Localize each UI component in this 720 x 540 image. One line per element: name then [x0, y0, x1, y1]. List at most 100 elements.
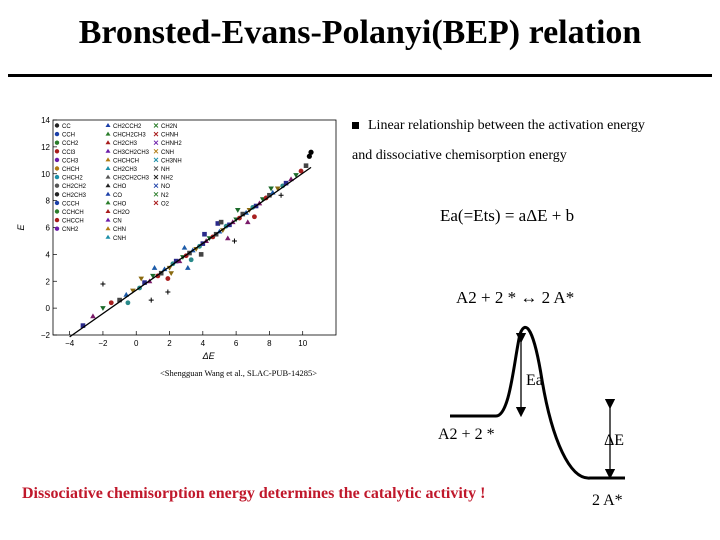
- legend-marker: [105, 123, 111, 127]
- legend-marker: [54, 183, 60, 188]
- legend-marker: [105, 148, 111, 153]
- legend-marker: [54, 209, 60, 214]
- legend-entry: CH2CH2: [62, 184, 87, 190]
- data-point: [283, 180, 289, 186]
- data-point: [303, 163, 309, 168]
- bullet-text-1: Linear relationship between the activati…: [368, 118, 645, 133]
- legend-marker: [54, 166, 60, 171]
- legend-entry: CCH3: [62, 158, 79, 164]
- data-point: [267, 192, 272, 198]
- x-tick-label: −4: [65, 339, 75, 348]
- data-point: [80, 323, 86, 328]
- legend-entry: CHO: [113, 201, 127, 207]
- data-point: [125, 300, 131, 306]
- legend-entry: CH2CCH2: [113, 124, 142, 130]
- legend-entry: CHN: [113, 227, 126, 233]
- data-point: [293, 173, 299, 178]
- legend-marker: [153, 200, 159, 206]
- legend-marker: [153, 174, 159, 180]
- legend-marker: [105, 131, 111, 136]
- data-point: [108, 300, 114, 306]
- data-point: [240, 211, 246, 217]
- data-point: [308, 149, 314, 155]
- legend-marker: [153, 140, 159, 146]
- data-point: [185, 265, 191, 270]
- legend-marker: [54, 200, 60, 206]
- data-point: [173, 258, 179, 264]
- legend-entry: CH2CH2CH3: [113, 176, 150, 182]
- y-tick-label: 0: [46, 304, 51, 313]
- data-point: [198, 252, 204, 257]
- legend-marker: [153, 183, 159, 189]
- data-point: [215, 221, 221, 226]
- data-point: [100, 306, 106, 311]
- legend-entry: CH3NH: [161, 158, 182, 164]
- x-tick-label: 0: [134, 339, 139, 348]
- data-point: [117, 297, 122, 303]
- legend-marker: [105, 200, 111, 205]
- data-point: [150, 273, 156, 279]
- data-point: [202, 231, 207, 237]
- y-tick-label: 4: [46, 250, 51, 259]
- legend-marker: [54, 226, 60, 231]
- legend-marker: [54, 123, 60, 128]
- legend-marker: [153, 191, 159, 197]
- y-tick-label: 8: [46, 197, 51, 206]
- legend-marker: [105, 166, 111, 170]
- legend-entry: CHCCH: [62, 219, 84, 225]
- y-tick-label: 10: [41, 170, 50, 179]
- legend-marker: [105, 183, 111, 188]
- bep-equation: Ea(=Ets) = aΔE + b: [440, 206, 575, 225]
- legend-entry: CH2O: [113, 210, 130, 216]
- legend-marker: [153, 157, 159, 163]
- legend-marker: [153, 166, 159, 171]
- data-point: [306, 153, 312, 159]
- legend-entry: CHO: [113, 184, 127, 190]
- legend-marker: [105, 157, 111, 162]
- data-point: [130, 288, 136, 294]
- legend-marker: [153, 123, 159, 128]
- y-tick-label: 6: [46, 224, 51, 233]
- y-axis-label: E: [16, 224, 26, 231]
- energy-curve: [450, 325, 625, 480]
- label-product: 2 A*: [592, 492, 623, 509]
- legend-marker: [105, 209, 111, 213]
- x-tick-label: 8: [267, 339, 272, 348]
- y-tick-label: 12: [41, 143, 50, 152]
- fit-line: [69, 166, 312, 338]
- legend-entry: CNH2: [62, 227, 79, 233]
- data-point: [278, 192, 284, 198]
- legend-entry: CH2CH3: [113, 141, 138, 147]
- legend-entry: CO: [113, 193, 122, 199]
- data-point: [90, 313, 96, 319]
- legend-entry: CHCH: [62, 167, 79, 173]
- legend-entry: O2: [161, 201, 170, 207]
- citation: <Shengguan Wang et al., SLAC-PUB-14285>: [160, 368, 318, 378]
- data-point: [268, 186, 274, 192]
- data-point: [165, 276, 171, 281]
- legend-entry: CC: [62, 124, 71, 130]
- data-point: [252, 214, 257, 220]
- y-tick-label: 14: [41, 116, 50, 125]
- legend-entry: CH3CH2CH3: [113, 150, 150, 156]
- data-point: [298, 168, 304, 174]
- data-point: [218, 219, 224, 225]
- legend-entry: CCl3: [62, 150, 76, 156]
- legend-entry: CNH: [113, 236, 126, 242]
- data-point: [231, 238, 237, 244]
- bullet-line-1: Linear relationship between the activati…: [352, 118, 645, 134]
- y-tick-label: 2: [46, 277, 51, 286]
- x-axis-label: ΔE: [202, 351, 216, 361]
- y-tick-label: −2: [41, 331, 51, 340]
- bullet-line-2: and dissociative chemisorption energy: [352, 148, 567, 163]
- energy-diagram: [450, 325, 625, 480]
- legend-marker: [54, 140, 60, 145]
- data-point: [274, 186, 281, 192]
- data-point: [188, 257, 194, 263]
- legend-marker: [105, 217, 111, 222]
- legend-entry: CCHCH: [62, 210, 84, 216]
- legend-marker: [105, 234, 111, 239]
- legend-entry: CN: [113, 219, 122, 225]
- data-point: [148, 297, 154, 303]
- bullet-square-icon: [352, 122, 359, 130]
